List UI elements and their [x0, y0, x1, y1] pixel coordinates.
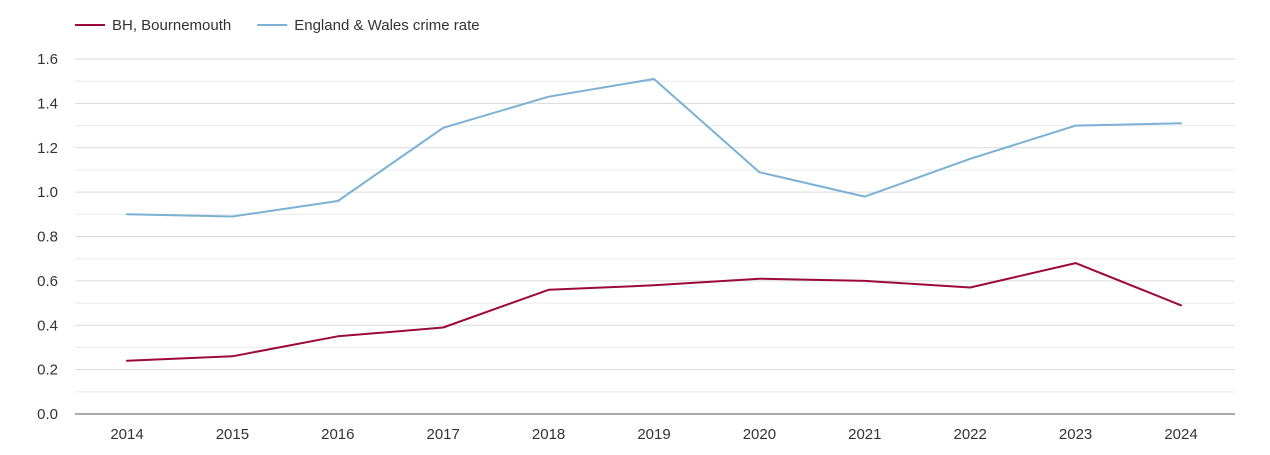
x-tick-label: 2019 [637, 426, 670, 443]
y-tick-label: 0.2 [37, 362, 58, 379]
x-tick-label: 2023 [1059, 426, 1092, 443]
legend-label[interactable]: BH, Bournemouth [112, 17, 231, 34]
x-tick-label: 2017 [427, 426, 460, 443]
y-tick-label: 0.8 [37, 229, 58, 246]
x-tick-label: 2024 [1164, 426, 1197, 443]
y-axis: 0.0 0.2 0.4 0.6 0.8 1.0 1.2 1.4 1.6 [37, 51, 58, 423]
x-tick-label: 2020 [743, 426, 776, 443]
y-tick-label: 0.0 [37, 406, 58, 423]
series-line-bournemouth [126, 262, 1182, 362]
x-tick-label: 2021 [848, 426, 881, 443]
y-tick-label: 0.4 [37, 317, 58, 334]
series-line-england-wales [126, 78, 1182, 218]
y-tick-label: 1.2 [37, 140, 58, 157]
legend: BH, Bournemouth England & Wales crime rat… [75, 17, 480, 34]
series-lines [126, 78, 1182, 362]
x-tick-label: 2018 [532, 426, 565, 443]
y-tick-label: 1.4 [37, 95, 58, 112]
legend-label[interactable]: England & Wales crime rate [294, 17, 479, 34]
y-tick-label: 1.0 [37, 184, 58, 201]
grid-lines [75, 58, 1235, 393]
x-tick-label: 2015 [216, 426, 249, 443]
y-tick-label: 1.6 [37, 51, 58, 68]
x-axis: 2014 2015 2016 2017 2018 2019 2020 2021 2022 2023… [75, 413, 1235, 443]
x-tick-label: 2014 [110, 426, 143, 443]
y-tick-label: 0.6 [37, 273, 58, 290]
x-tick-label: 2016 [321, 426, 354, 443]
x-tick-label: 2022 [954, 426, 987, 443]
